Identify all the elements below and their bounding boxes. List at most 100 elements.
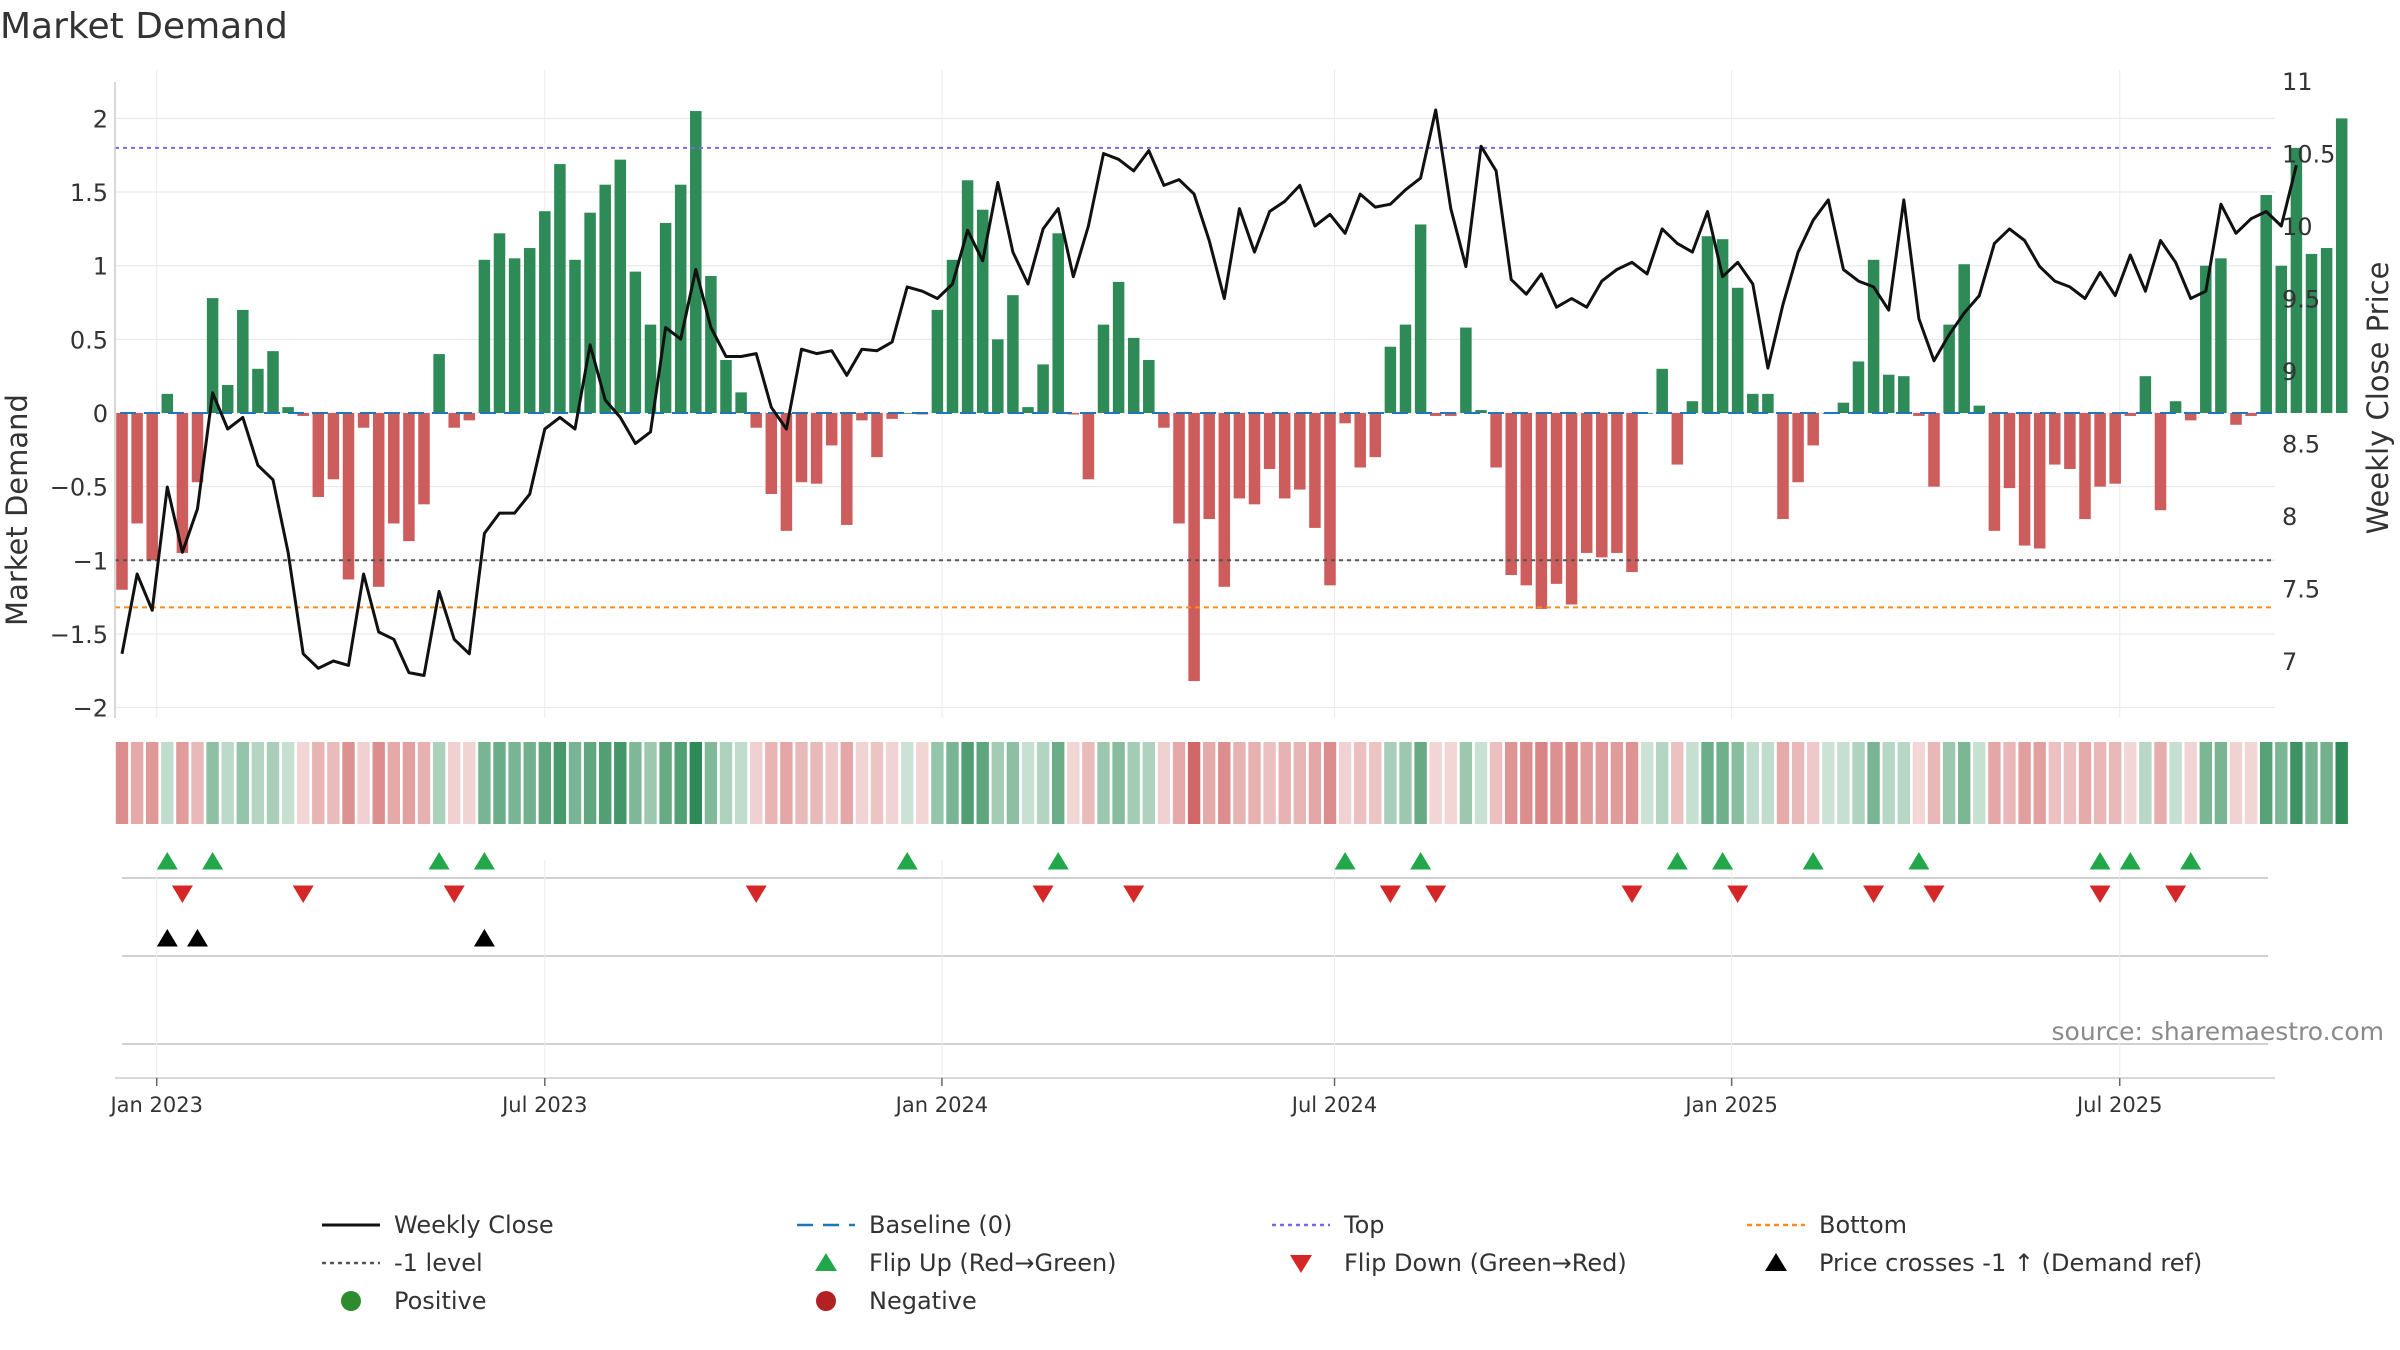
source-note: source: sharemaestro.com xyxy=(2052,1017,2385,1046)
strip-cell xyxy=(523,742,536,824)
positive-bar xyxy=(1384,346,1397,413)
strip-cell xyxy=(2003,742,2016,824)
negative-bar xyxy=(856,413,868,421)
negative-bar xyxy=(1429,413,1442,416)
strip-cell xyxy=(2078,742,2092,824)
positive-bar xyxy=(523,248,536,413)
positive-bar xyxy=(1747,393,1759,413)
strip-cell xyxy=(644,742,657,824)
strip-cell xyxy=(1157,742,1171,824)
strip-cell xyxy=(1942,742,1956,824)
positive-bar xyxy=(1022,407,1034,413)
strip-cell xyxy=(1308,742,1322,824)
demand-color-strip xyxy=(115,742,2348,824)
strip-cell xyxy=(1414,742,1427,824)
positive-bar xyxy=(584,212,596,413)
strip-cell xyxy=(1535,742,1548,824)
legend-price-cross-swatch xyxy=(1765,1253,1787,1271)
strip-cell xyxy=(1686,742,1699,824)
flip-down-marker xyxy=(1425,885,1447,903)
flip-down-marker xyxy=(2165,885,2187,903)
flip-up-marker xyxy=(1047,852,1069,870)
negative-bar xyxy=(1580,413,1593,553)
strip-cell xyxy=(825,742,838,824)
y-tick-left: 1 xyxy=(93,253,108,281)
negative-bar xyxy=(116,413,128,590)
strip-cell xyxy=(991,742,1004,824)
positive-bar xyxy=(1037,364,1049,413)
positive-bar xyxy=(1112,281,1125,413)
strip-cell xyxy=(1988,742,2001,824)
negative-bar xyxy=(1173,413,1185,524)
strip-cell xyxy=(1036,742,1050,824)
negative-bar xyxy=(1520,413,1533,586)
strip-cell xyxy=(1172,742,1186,824)
strip-cell xyxy=(130,742,144,824)
negative-bar xyxy=(1278,413,1291,499)
strip-cell xyxy=(2305,742,2318,824)
strip-cell xyxy=(1550,742,1563,824)
flip-down-marker xyxy=(745,885,767,903)
flip-down-marker xyxy=(292,885,314,903)
negative-bar xyxy=(810,413,823,484)
negative-bar xyxy=(1671,413,1684,465)
negative-bar xyxy=(176,413,189,553)
negative-bar xyxy=(1626,413,1638,573)
negative-bar xyxy=(1248,413,1261,505)
positive-bar xyxy=(976,209,989,413)
negative-bar xyxy=(795,413,808,483)
strip-cell xyxy=(2214,742,2228,824)
strip-cell xyxy=(1082,742,1095,824)
negative-bar xyxy=(448,413,460,428)
price-cross-marker xyxy=(473,929,495,947)
negative-bar xyxy=(297,413,309,416)
strip-cell xyxy=(659,742,672,824)
flip-down-marker xyxy=(1923,885,1945,903)
flip-down-marker xyxy=(1621,885,1643,903)
flip-up-marker xyxy=(1712,852,1734,870)
negative-bar xyxy=(780,413,793,531)
strip-cell xyxy=(870,742,884,824)
positive-bar xyxy=(992,339,1004,413)
positive-bar xyxy=(1656,368,1668,413)
negative-bar xyxy=(2018,413,2031,546)
positive-bar xyxy=(1973,405,1986,413)
positive-bar xyxy=(705,276,717,413)
price-cross-marker xyxy=(187,929,208,947)
positive-bar xyxy=(1837,402,1850,413)
flip-up-marker xyxy=(1802,852,1824,870)
positive-bar xyxy=(2215,258,2227,413)
positive-bar xyxy=(2260,194,2272,413)
strip-cell xyxy=(2290,742,2303,824)
positive-bar xyxy=(539,211,551,413)
chart-title: Market Demand xyxy=(0,6,288,47)
negative-bar xyxy=(418,413,430,505)
strip-cell xyxy=(206,742,219,824)
positive-bar xyxy=(282,407,294,413)
price-cross-marker xyxy=(156,929,178,947)
y-tick-left: 2 xyxy=(93,105,108,133)
flip-up-marker xyxy=(202,852,224,870)
strip-cell xyxy=(1142,742,1155,824)
strip-cell xyxy=(327,742,340,824)
strip-cell xyxy=(629,742,642,824)
weekly-close-line xyxy=(120,108,2298,677)
legend-item: -1 level xyxy=(322,1249,483,1277)
strip-cell xyxy=(1716,742,1729,824)
legend-label: -1 level xyxy=(394,1249,483,1277)
negative-bar xyxy=(2184,413,2197,421)
strip-cell xyxy=(750,742,763,824)
positive-bar xyxy=(1052,233,1064,413)
strip-cell xyxy=(1837,742,1850,824)
negative-bar xyxy=(312,413,325,497)
strip-cell xyxy=(2124,742,2137,824)
strip-cell xyxy=(1052,742,1065,824)
flip-down-marker xyxy=(171,885,193,903)
strip-cell xyxy=(1731,742,1744,824)
strip-cell xyxy=(1701,742,1714,824)
weekly-close-line-group xyxy=(120,108,2298,677)
positive-bar xyxy=(1460,327,1472,413)
axes: 21.510.50−0.5−1−1.5−21110.5109.598.587.5… xyxy=(50,68,2336,723)
strip-cell xyxy=(1021,742,1035,824)
flip-up-marker xyxy=(1908,852,1930,870)
